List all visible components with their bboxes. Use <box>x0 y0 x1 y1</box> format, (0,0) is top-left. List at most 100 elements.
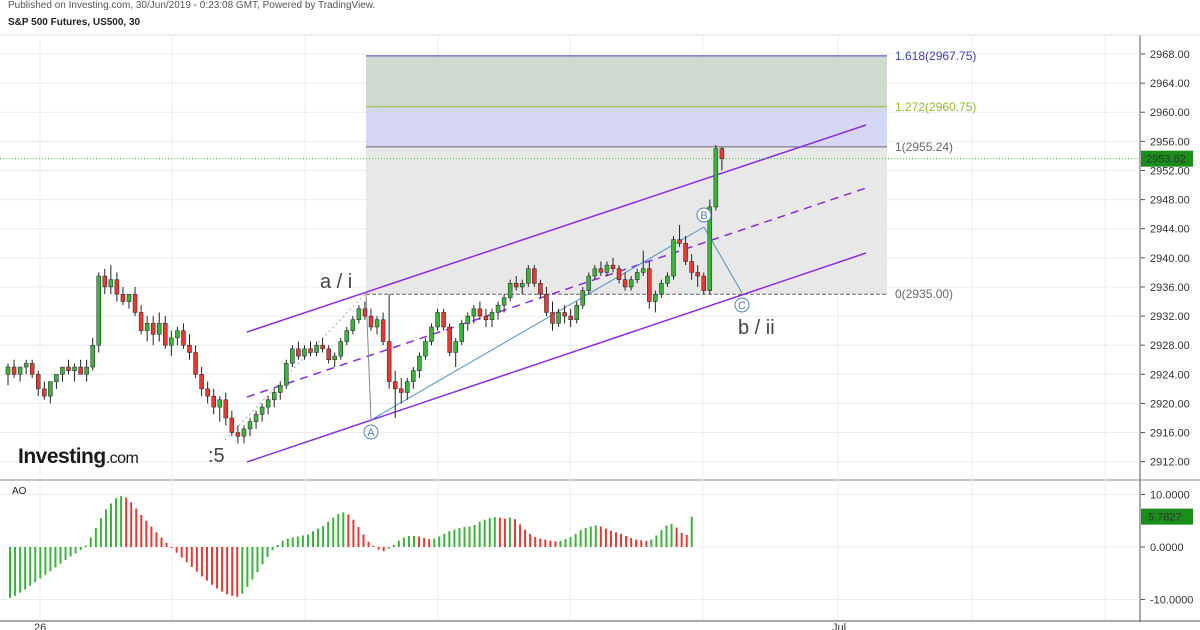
time-tick-label: 26 <box>34 622 46 630</box>
wave-5-i-line[interactable] <box>224 292 367 441</box>
candle-body <box>435 312 440 328</box>
candle-body <box>199 374 204 390</box>
candle-body <box>622 279 628 288</box>
logo-brand: Investing <box>18 445 106 468</box>
candle-body <box>11 366 17 375</box>
last-price-value: 2953.62 <box>1146 154 1186 166</box>
candle-body <box>405 381 410 393</box>
time-tick-label: Jul <box>832 622 846 630</box>
candle-body <box>562 312 567 317</box>
candle-body <box>54 374 59 382</box>
wave-a-b-line[interactable] <box>370 226 705 421</box>
candle-body <box>683 243 688 262</box>
wave-circle-a-letter: A <box>367 427 375 439</box>
candle-body <box>574 304 579 320</box>
candle-body <box>459 323 464 342</box>
wave-annotations: a / i b / ii:5 A B C <box>208 207 775 467</box>
candle-body <box>441 312 446 328</box>
candle-body <box>332 355 337 361</box>
candlestick-series <box>5 145 725 444</box>
symbol-title: S&P 500 Futures, US500, 30 <box>8 17 141 28</box>
candle-body <box>193 352 198 375</box>
candle-body <box>495 304 501 313</box>
candle-body <box>132 293 138 313</box>
candle-body <box>356 308 362 320</box>
wave-label-a-i: a / i <box>320 271 352 293</box>
candle-body <box>598 268 604 273</box>
candle-body <box>326 348 331 361</box>
candle-body <box>253 414 259 422</box>
fib-level-label: 0(2935.00) <box>895 287 953 301</box>
price-tick-label: 2932.00 <box>1150 311 1190 323</box>
candle-body <box>701 275 706 291</box>
candle-body <box>447 326 452 353</box>
fib-level-label: 1.272(2960.75) <box>895 100 976 114</box>
candle-body <box>719 148 725 159</box>
candle-body <box>108 279 114 288</box>
candle-body <box>368 315 374 328</box>
fibonacci-extension[interactable]: 1.618(2967.75) 1.272(2960.75) 1(2955.24) 0(… <box>366 49 976 301</box>
candle-body <box>592 268 598 277</box>
candle-body <box>229 417 235 433</box>
candle-body <box>538 283 543 295</box>
candle-body <box>150 323 156 335</box>
candle-body <box>507 283 513 299</box>
fib-zone-1 <box>366 146 887 295</box>
candle-body <box>223 399 229 419</box>
candle-body <box>586 275 592 291</box>
price-tick-label: 2960.00 <box>1150 107 1190 119</box>
price-axis[interactable]: 2968.00 2964.00 2960.00 2956.00 2952.00 2948.… <box>34 49 1193 630</box>
candle-body <box>659 283 664 295</box>
candle-body <box>36 374 41 390</box>
candle-body <box>72 366 77 371</box>
candle-body <box>616 268 622 280</box>
candle-body <box>5 366 11 375</box>
channel-upper-line[interactable] <box>246 124 867 333</box>
candle-body <box>411 370 416 382</box>
candle-body <box>247 421 253 430</box>
channel-median-line[interactable] <box>246 187 867 398</box>
candle-body <box>78 366 83 375</box>
candle-body <box>308 348 313 353</box>
candle-body <box>290 348 295 364</box>
candle-body <box>671 239 676 277</box>
price-tick-label: 2920.00 <box>1150 398 1190 410</box>
candle-body <box>526 268 531 284</box>
candle-body <box>604 264 610 273</box>
investing-logo: Investing.com <box>18 445 139 469</box>
candle-body <box>241 428 247 437</box>
candle-body <box>17 366 23 375</box>
candle-body <box>126 293 132 302</box>
candle-body <box>513 283 519 288</box>
candle-body <box>138 312 144 331</box>
wave-circle-c-ring <box>734 297 750 313</box>
candle-body <box>320 344 325 350</box>
candle-body <box>157 323 162 335</box>
price-tick-label: 2952.00 <box>1150 165 1190 177</box>
candle-body <box>550 312 555 324</box>
candle-body <box>689 261 694 273</box>
candle-body <box>465 315 471 324</box>
candle-body <box>23 363 29 368</box>
ao-last-badge <box>1141 508 1193 525</box>
last-price-badge <box>1141 150 1193 167</box>
candle-body <box>102 275 108 288</box>
price-tick-label: 2928.00 <box>1150 340 1190 352</box>
candle-body <box>665 275 670 284</box>
candle-body <box>610 264 616 270</box>
candle-body <box>205 388 210 397</box>
candle-body <box>302 348 307 357</box>
wave-circle-c-letter: C <box>738 300 746 312</box>
channel-lower-line[interactable] <box>246 252 867 463</box>
trend-channel[interactable] <box>246 124 867 463</box>
candle-body <box>271 392 277 401</box>
price-tick-label: 2936.00 <box>1150 282 1190 294</box>
candle-body <box>296 348 301 357</box>
candle-body <box>181 330 186 346</box>
candle-body <box>489 312 495 320</box>
candle-body <box>374 319 380 328</box>
candle-body <box>48 381 53 397</box>
candle-body <box>362 308 368 317</box>
price-tick-label: 2924.00 <box>1150 369 1190 381</box>
